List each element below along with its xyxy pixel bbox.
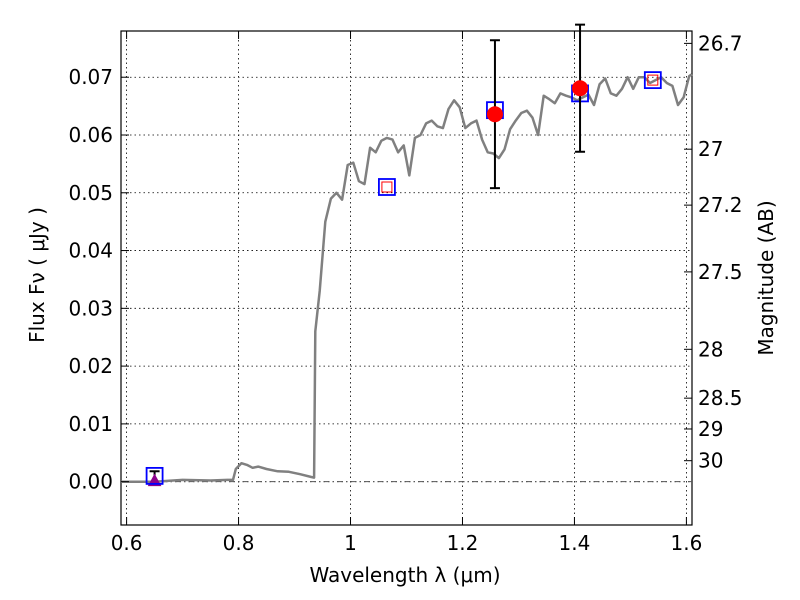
- upper-limit-triangle: [147, 473, 162, 487]
- mag-tick-label: 27: [698, 137, 723, 161]
- mag-tick-label: 28.5: [698, 386, 743, 410]
- y-tick-label: 0.05: [68, 181, 113, 205]
- mag-tick-label: 29: [698, 417, 723, 441]
- model-photometry-square: [145, 466, 164, 485]
- y-axis-label: Flux Fν ( μJy ): [25, 207, 49, 343]
- ticks-layer: 0.6 0.8 1 1.2 1.4 1.6 0.00 0.01 0.02 0.03 0.04 0.05…: [68, 31, 743, 555]
- y-tick-label: 0.04: [68, 239, 113, 263]
- model-photometry-square: [378, 178, 396, 196]
- x-tick-label: 1.4: [559, 531, 591, 555]
- mag-tick-label: 26.7: [698, 31, 743, 55]
- y-tick-label: 0.06: [68, 123, 113, 147]
- y-axis-right-label: Magnitude (AB): [754, 200, 778, 355]
- model-photometry-square: [643, 71, 662, 90]
- grid-layer: [121, 31, 692, 525]
- mag-tick-label: 28: [698, 337, 723, 361]
- y-tick-label: 0.01: [68, 412, 113, 436]
- small-red-square: [381, 181, 393, 193]
- series-layer: [121, 23, 693, 487]
- observed-point: [572, 80, 589, 97]
- mag-tick-label: 27.5: [698, 260, 743, 284]
- x-tick-label: 1: [344, 531, 357, 555]
- x-tick-label: 0.6: [111, 531, 143, 555]
- y-tick-label: 0.00: [68, 470, 113, 494]
- mag-tick-label: 27.2: [698, 193, 743, 217]
- plot-frame: [120, 30, 693, 526]
- small-red-square: [647, 74, 659, 86]
- axes-box: [120, 30, 693, 526]
- y-tick-label: 0.03: [68, 296, 113, 320]
- x-tick-label: 0.8: [223, 531, 255, 555]
- model-sed-line: [121, 73, 693, 483]
- x-tick-label: 1.2: [447, 531, 479, 555]
- y-tick-label: 0.07: [68, 65, 113, 89]
- x-tick-label: 1.6: [670, 531, 702, 555]
- x-axis-label: Wavelength λ (μm): [309, 563, 500, 587]
- observed-point: [486, 106, 503, 123]
- mag-tick-label: 30: [698, 449, 723, 473]
- y-tick-label: 0.02: [68, 354, 113, 378]
